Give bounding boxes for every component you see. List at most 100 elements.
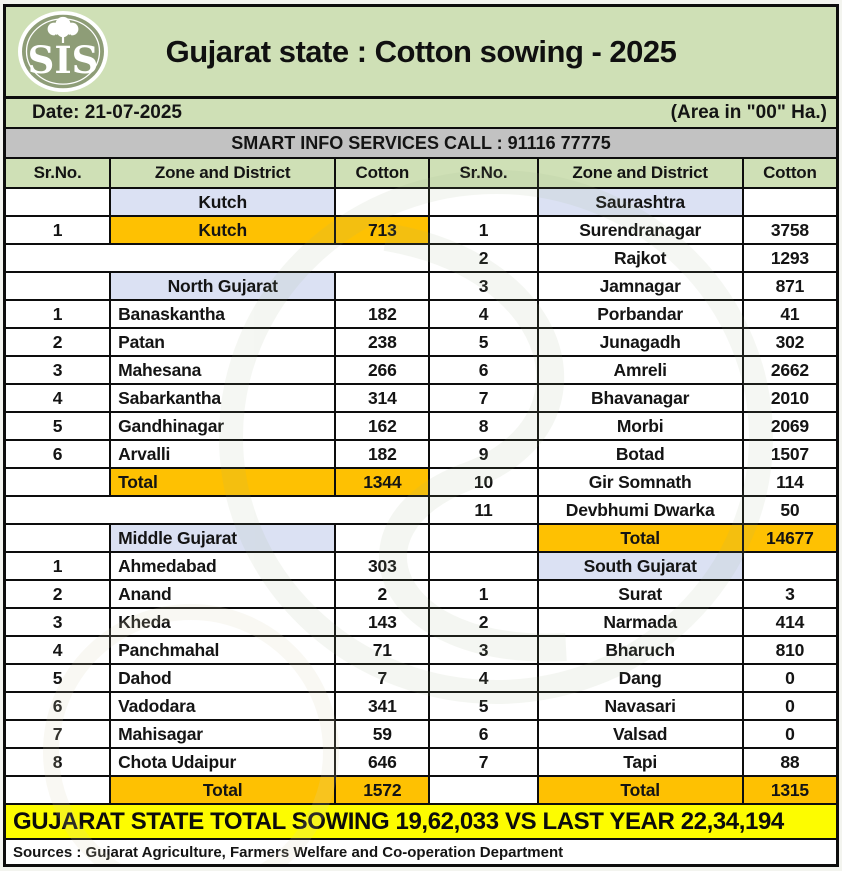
sr-cell xyxy=(430,777,537,803)
cotton-value-cell: 713 xyxy=(336,217,429,243)
sr-cell xyxy=(6,189,110,215)
total-label-cell: Total xyxy=(538,777,742,803)
cotton-value-cell: 7 xyxy=(336,665,429,691)
date-band: Date: 21-07-2025 (Area in "00" Ha.) xyxy=(6,99,836,129)
cotton-value-cell: 114 xyxy=(743,469,836,495)
sr-cell: 1 xyxy=(6,553,110,579)
sources-band: Sources : Gujarat Agriculture, Farmers W… xyxy=(6,840,836,864)
sources-text: Sources : Gujarat Agriculture, Farmers W… xyxy=(13,843,564,861)
district-cell: Amreli xyxy=(538,357,742,383)
sr-cell: 6 xyxy=(6,441,110,467)
col-header-srno-right: Sr.No. xyxy=(430,159,537,187)
col-header-cotton-left: Cotton xyxy=(336,159,429,187)
district-cell: Sabarkantha xyxy=(111,385,335,411)
district-cell: Morbi xyxy=(538,413,742,439)
area-unit-note: (Area in "00" Ha.) xyxy=(670,102,827,123)
sis-logo-icon: SIS xyxy=(17,10,109,98)
district-cell: Junagadh xyxy=(538,329,742,355)
cotton-value-cell xyxy=(336,189,429,215)
cotton-value-cell: 0 xyxy=(743,665,836,691)
cotton-value-cell: 314 xyxy=(336,385,429,411)
sr-cell xyxy=(430,525,537,551)
cotton-value-cell: 50 xyxy=(743,497,836,523)
svg-text:SIS: SIS xyxy=(28,38,99,82)
sr-cell xyxy=(6,525,110,551)
district-cell: Gir Somnath xyxy=(538,469,742,495)
zone-header-cell: South Gujarat xyxy=(538,553,742,579)
sr-cell: 6 xyxy=(6,693,110,719)
sr-cell: 2 xyxy=(430,245,537,271)
cotton-value-cell: 2069 xyxy=(743,413,836,439)
sr-cell: 3 xyxy=(430,273,537,299)
sr-cell: 8 xyxy=(430,413,537,439)
district-cell: Surendranagar xyxy=(538,217,742,243)
blank-cell xyxy=(6,497,429,523)
cotton-value-cell: 0 xyxy=(743,721,836,747)
cotton-value-cell xyxy=(336,273,429,299)
zone-header-cell: Middle Gujarat xyxy=(111,525,335,551)
cotton-value-cell xyxy=(743,189,836,215)
cotton-value-cell: 303 xyxy=(336,553,429,579)
cotton-value-cell: 810 xyxy=(743,637,836,663)
district-cell: Narmada xyxy=(538,609,742,635)
cotton-value-cell: 182 xyxy=(336,301,429,327)
sr-cell: 5 xyxy=(6,413,110,439)
blank-cell xyxy=(6,245,429,271)
cotton-value-cell: 341 xyxy=(336,693,429,719)
sr-cell xyxy=(430,189,537,215)
sr-cell: 1 xyxy=(6,217,110,243)
district-cell: Porbandar xyxy=(538,301,742,327)
district-highlight-cell: Kutch xyxy=(111,217,335,243)
district-cell: Gandhinagar xyxy=(111,413,335,439)
cotton-value-cell: 0 xyxy=(743,693,836,719)
district-cell: Tapi xyxy=(538,749,742,775)
cotton-value-cell: 88 xyxy=(743,749,836,775)
cotton-value-cell: 1507 xyxy=(743,441,836,467)
total-label-cell: Total xyxy=(111,777,335,803)
cotton-value-cell: 871 xyxy=(743,273,836,299)
district-cell: Valsad xyxy=(538,721,742,747)
page-title: Gujarat state : Cotton sowing - 2025 xyxy=(165,33,677,69)
sr-cell: 2 xyxy=(6,581,110,607)
service-band: SMART INFO SERVICES CALL : 91116 77775 xyxy=(6,129,836,159)
sr-cell: 9 xyxy=(430,441,537,467)
district-cell: Botad xyxy=(538,441,742,467)
cotton-value-cell xyxy=(743,553,836,579)
cotton-value-cell: 414 xyxy=(743,609,836,635)
district-cell: Kheda xyxy=(111,609,335,635)
sr-cell: 3 xyxy=(6,357,110,383)
sr-cell xyxy=(430,553,537,579)
sr-cell: 5 xyxy=(6,665,110,691)
sr-cell: 4 xyxy=(430,665,537,691)
cotton-value-cell: 1572 xyxy=(336,777,429,803)
cotton-value-cell: 238 xyxy=(336,329,429,355)
cotton-value-cell: 71 xyxy=(336,637,429,663)
sr-cell xyxy=(6,469,110,495)
sr-cell: 7 xyxy=(430,385,537,411)
cotton-value-cell: 266 xyxy=(336,357,429,383)
col-header-srno-left: Sr.No. xyxy=(6,159,110,187)
cotton-value-cell xyxy=(336,525,429,551)
cotton-value-cell: 143 xyxy=(336,609,429,635)
state-total-text: GUJARAT STATE TOTAL SOWING 19,62,033 VS … xyxy=(13,807,784,835)
sr-cell: 1 xyxy=(430,217,537,243)
sr-cell: 4 xyxy=(6,637,110,663)
sr-cell: 7 xyxy=(430,749,537,775)
district-cell: Banaskantha xyxy=(111,301,335,327)
sr-cell: 2 xyxy=(430,609,537,635)
col-header-cotton-right: Cotton xyxy=(743,159,836,187)
sr-cell: 7 xyxy=(6,721,110,747)
district-cell: Jamnagar xyxy=(538,273,742,299)
date-label: Date: 21-07-2025 xyxy=(32,102,182,123)
sowing-table: Sr.No. Zone and District Cotton Sr.No. Z… xyxy=(6,159,836,805)
cotton-value-cell: 59 xyxy=(336,721,429,747)
district-cell: Devbhumi Dwarka xyxy=(538,497,742,523)
sr-cell: 4 xyxy=(430,301,537,327)
cotton-value-cell: 162 xyxy=(336,413,429,439)
sr-cell xyxy=(6,273,110,299)
sr-cell: 8 xyxy=(6,749,110,775)
district-cell: Dahod xyxy=(111,665,335,691)
cotton-value-cell: 3758 xyxy=(743,217,836,243)
district-cell: Bhavanagar xyxy=(538,385,742,411)
